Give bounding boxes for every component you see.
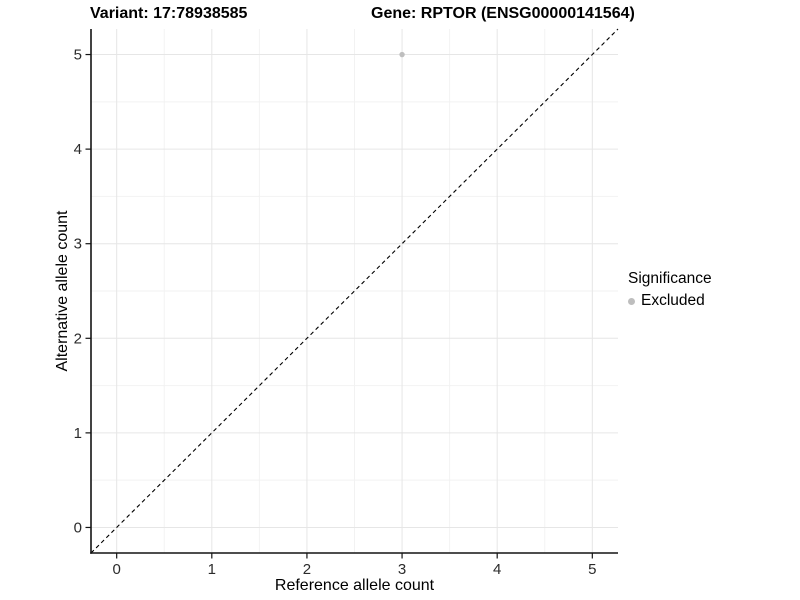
legend-item-label: Excluded xyxy=(641,292,705,309)
variant-title: Variant: 17:78938585 xyxy=(90,5,248,22)
y-tick-label: 0 xyxy=(74,519,82,536)
gene-title: Gene: RPTOR (ENSG00000141564) xyxy=(371,5,635,22)
y-tick-label: 4 xyxy=(74,141,82,158)
legend: Significance Excluded xyxy=(628,270,712,310)
x-tick-label: 0 xyxy=(113,561,121,578)
x-tick-label: 3 xyxy=(398,561,406,578)
data-point xyxy=(399,51,405,58)
x-axis-title: Reference allele count xyxy=(274,577,435,594)
y-tick-label: 1 xyxy=(74,425,82,442)
y-axis-title: Alternative allele count xyxy=(54,210,71,372)
y-tick-label: 2 xyxy=(74,330,82,347)
legend-item-excluded: Excluded xyxy=(628,292,712,310)
y-tick-label: 5 xyxy=(74,47,82,64)
x-tick-label: 2 xyxy=(303,561,311,578)
identity-reference-line xyxy=(90,28,619,554)
legend-title: Significance xyxy=(628,270,712,287)
x-tick-label: 5 xyxy=(588,561,596,578)
x-tick-label: 1 xyxy=(208,561,216,578)
x-tick-label: 4 xyxy=(493,561,501,578)
y-tick-label: 3 xyxy=(74,236,82,253)
legend-point-icon xyxy=(628,297,635,305)
